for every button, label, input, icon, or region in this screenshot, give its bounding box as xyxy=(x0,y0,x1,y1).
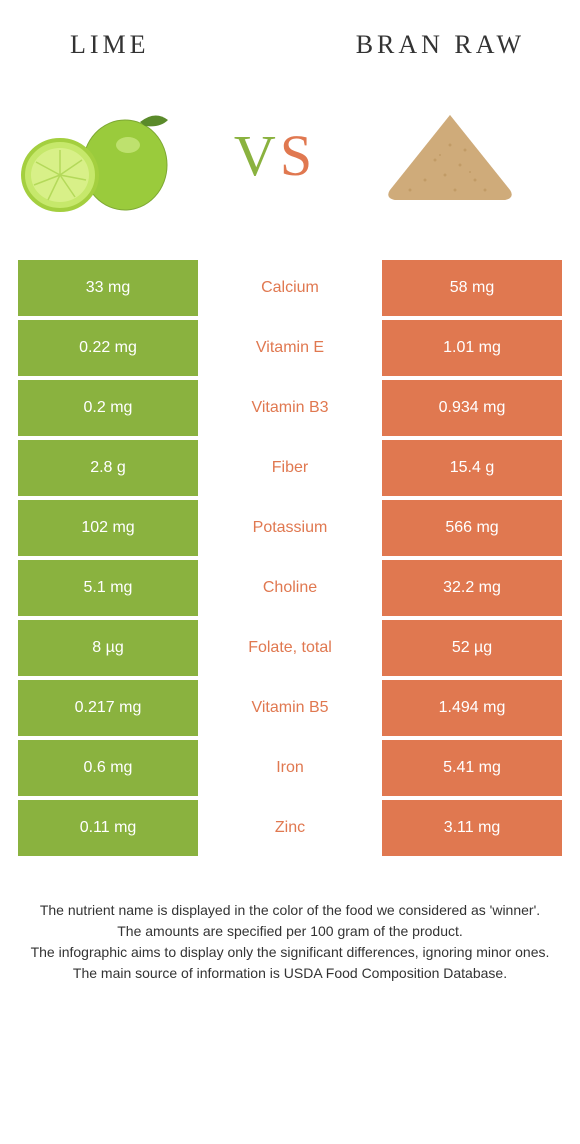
table-row: 0.6 mgIron5.41 mg xyxy=(18,740,562,796)
cell-right: 566 mg xyxy=(382,500,562,556)
table-row: 8 µgFolate, total52 µg xyxy=(18,620,562,676)
footer-line: The main source of information is USDA F… xyxy=(30,963,550,984)
cell-nutrient: Iron xyxy=(198,740,382,796)
cell-right: 32.2 mg xyxy=(382,560,562,616)
table-row: 0.217 mgVitamin B51.494 mg xyxy=(18,680,562,736)
cell-left: 0.6 mg xyxy=(18,740,198,796)
cell-left: 5.1 mg xyxy=(18,560,198,616)
footer-line: The nutrient name is displayed in the co… xyxy=(30,900,550,921)
cell-left: 102 mg xyxy=(18,500,198,556)
table-row: 0.11 mgZinc3.11 mg xyxy=(18,800,562,856)
cell-left: 2.8 g xyxy=(18,440,198,496)
cell-nutrient: Vitamin E xyxy=(198,320,382,376)
cell-right: 3.11 mg xyxy=(382,800,562,856)
bran-image xyxy=(360,90,540,220)
footer-line: The infographic aims to display only the… xyxy=(30,942,550,963)
cell-right: 5.41 mg xyxy=(382,740,562,796)
cell-left: 8 µg xyxy=(18,620,198,676)
title-right: BRAN RAW xyxy=(356,30,525,60)
cell-right: 1.494 mg xyxy=(382,680,562,736)
nutrient-table: 33 mgCalcium58 mg0.22 mgVitamin E1.01 mg… xyxy=(0,240,580,856)
table-row: 2.8 gFiber15.4 g xyxy=(18,440,562,496)
cell-left: 0.217 mg xyxy=(18,680,198,736)
header: LIME BRAN RAW xyxy=(0,0,580,70)
cell-nutrient: Zinc xyxy=(198,800,382,856)
vs-v: V xyxy=(234,123,280,188)
cell-nutrient: Vitamin B3 xyxy=(198,380,382,436)
table-row: 5.1 mgCholine32.2 mg xyxy=(18,560,562,616)
cell-left: 0.11 mg xyxy=(18,800,198,856)
cell-left: 0.2 mg xyxy=(18,380,198,436)
cell-left: 0.22 mg xyxy=(18,320,198,376)
footer-notes: The nutrient name is displayed in the co… xyxy=(0,860,580,984)
cell-nutrient: Vitamin B5 xyxy=(198,680,382,736)
cell-nutrient: Calcium xyxy=(198,260,382,316)
cell-nutrient: Folate, total xyxy=(198,620,382,676)
lime-image xyxy=(10,90,190,220)
table-row: 0.2 mgVitamin B30.934 mg xyxy=(18,380,562,436)
title-left: LIME xyxy=(70,30,150,60)
vs-label: VS xyxy=(205,122,345,189)
cell-right: 58 mg xyxy=(382,260,562,316)
cell-nutrient: Potassium xyxy=(198,500,382,556)
table-row: 102 mgPotassium566 mg xyxy=(18,500,562,556)
vs-block: VS xyxy=(0,70,580,240)
cell-nutrient: Fiber xyxy=(198,440,382,496)
table-row: 33 mgCalcium58 mg xyxy=(18,260,562,316)
cell-right: 1.01 mg xyxy=(382,320,562,376)
table-row: 0.22 mgVitamin E1.01 mg xyxy=(18,320,562,376)
cell-left: 33 mg xyxy=(18,260,198,316)
vs-s: S xyxy=(280,123,316,188)
cell-right: 0.934 mg xyxy=(382,380,562,436)
cell-right: 15.4 g xyxy=(382,440,562,496)
footer-line: The amounts are specified per 100 gram o… xyxy=(30,921,550,942)
cell-nutrient: Choline xyxy=(198,560,382,616)
cell-right: 52 µg xyxy=(382,620,562,676)
